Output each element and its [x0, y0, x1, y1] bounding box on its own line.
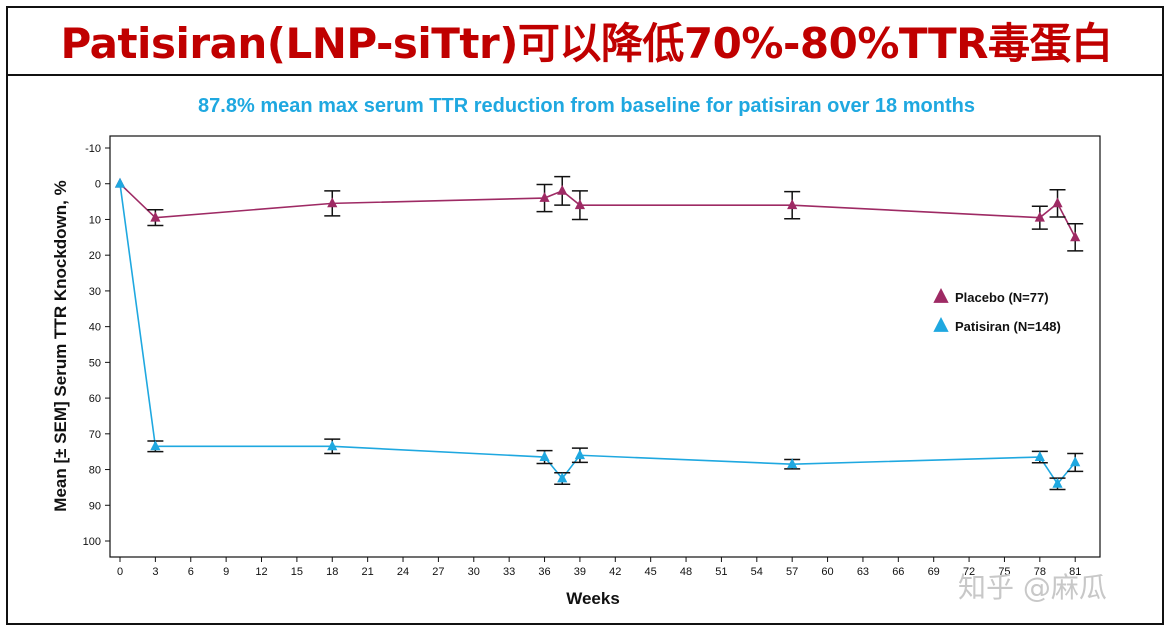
x-tick-label: 66 — [892, 566, 904, 578]
y-tick-label: 10 — [89, 214, 101, 226]
x-tick-label: 69 — [928, 566, 940, 578]
watermark: 知乎 @麻瓜 — [958, 571, 1107, 604]
data-point — [574, 199, 586, 210]
y-tick-label: -10 — [85, 143, 101, 155]
y-tick-label: 60 — [89, 393, 101, 405]
legend-marker — [933, 288, 949, 303]
x-tick-label: 21 — [362, 566, 374, 578]
data-point — [1034, 211, 1045, 222]
series-patisiran — [114, 177, 1084, 491]
series-line — [119, 183, 1076, 486]
data-point — [1070, 456, 1081, 467]
data-point — [327, 440, 338, 451]
x-tick-label: 51 — [715, 566, 727, 578]
x-tick-label: 33 — [503, 566, 515, 578]
x-tick-label: 42 — [609, 566, 621, 578]
x-tick-label: 75 — [998, 566, 1010, 578]
y-axis: -10 0 10 20 30 40 50 60 70 80 90 100 — [83, 143, 110, 548]
data-point — [557, 472, 568, 483]
x-tick-label: 9 — [223, 566, 229, 578]
plot-area — [109, 135, 1101, 558]
x-tick-label: 60 — [821, 566, 833, 578]
x-tick-label: 57 — [786, 566, 798, 578]
x-tick-label: 15 — [291, 566, 303, 578]
data-point — [574, 449, 586, 460]
x-tick-label: 39 — [574, 566, 586, 578]
chart-title: 87.8% mean max serum TTR reduction from … — [198, 95, 975, 117]
x-tick-label: 30 — [468, 566, 480, 578]
data-point — [150, 211, 161, 222]
data-point — [787, 458, 798, 469]
data-point — [539, 192, 550, 202]
y-tick-label: 40 — [89, 322, 101, 334]
x-tick-label: 63 — [857, 566, 869, 578]
data-point — [150, 440, 161, 451]
legend-entry: Placebo (N=77) — [955, 290, 1049, 305]
x-tick-label: 0 — [117, 566, 123, 578]
x-tick-label: 45 — [645, 566, 657, 578]
series-placebo — [114, 175, 1084, 252]
legend-entry: Patisiran (N=148) — [955, 319, 1061, 334]
x-tick-label: 12 — [255, 566, 267, 578]
series-layer — [114, 175, 1084, 491]
x-axis: 0 3 6 9 12 15 18 21 24 27 30 33 36 39 42 45 48 51 54 57 60 63… — [117, 557, 1081, 578]
x-tick-label: 54 — [751, 566, 763, 578]
series-line — [119, 183, 1076, 238]
data-point — [1052, 197, 1063, 208]
x-tick-label: 36 — [538, 566, 550, 578]
y-tick-label: 20 — [89, 250, 101, 262]
x-tick-label: 81 — [1069, 566, 1081, 578]
x-tick-label: 24 — [397, 566, 409, 578]
data-point — [1070, 231, 1081, 242]
x-axis-label: Weeks — [566, 589, 620, 608]
data-point — [1052, 477, 1063, 488]
y-tick-label: 90 — [89, 500, 101, 512]
data-point — [327, 197, 338, 208]
legend-marker — [933, 317, 949, 332]
x-tick-label: 3 — [152, 566, 158, 578]
x-tick-label: 18 — [326, 566, 338, 578]
x-tick-label: 6 — [188, 566, 194, 578]
x-tick-label: 48 — [680, 566, 692, 578]
data-point — [114, 177, 126, 188]
data-point — [539, 451, 550, 461]
slide-title: Patisiran(LNP-siTtr)可以降低70%-80%TTR毒蛋白 — [60, 19, 1113, 68]
y-tick-label: 100 — [83, 536, 101, 548]
y-tick-label: 70 — [89, 429, 101, 441]
data-point — [557, 184, 568, 195]
x-tick-label: 72 — [963, 566, 975, 578]
legend: Placebo (N=77) Patisiran (N=148) — [933, 288, 1061, 334]
x-tick-label: 27 — [432, 566, 444, 578]
x-tick-label: 78 — [1034, 566, 1046, 578]
y-tick-label: 50 — [89, 357, 101, 369]
data-point — [787, 199, 798, 210]
y-tick-label: 30 — [89, 286, 101, 298]
y-axis-label: Mean [± SEM] Serum TTR Knockdown, % — [51, 180, 70, 511]
slide-frame — [6, 6, 1164, 625]
y-tick-label: 0 — [95, 179, 101, 191]
y-tick-label: 80 — [89, 465, 101, 477]
data-point — [1034, 451, 1045, 461]
title-divider — [6, 74, 1164, 76]
